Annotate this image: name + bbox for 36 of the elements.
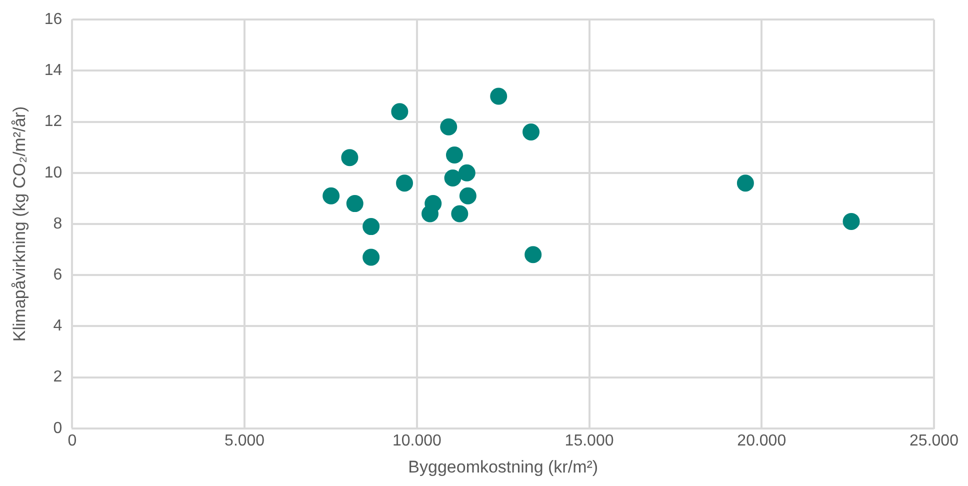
x-tick-label: 25.000	[910, 432, 959, 450]
y-tick-label: 10	[44, 164, 62, 182]
x-tick-label: 20.000	[737, 432, 786, 450]
point	[490, 88, 508, 105]
x-tick-label: 5.000	[224, 432, 265, 450]
point	[362, 248, 380, 266]
point	[522, 124, 540, 141]
y-tick-label: 4	[53, 318, 62, 335]
y-tick-label: 8	[53, 215, 62, 232]
point	[322, 187, 340, 204]
y-axis-title: Klimapåvirkning (kg CO₂/m²/år)	[10, 106, 29, 342]
point	[736, 174, 754, 192]
point	[444, 170, 462, 187]
point	[391, 103, 408, 120]
x-axis-title: Byggeomkostning (kr/m²)	[408, 457, 598, 476]
point	[451, 205, 468, 222]
point	[424, 195, 442, 212]
point	[458, 164, 476, 182]
y-tick-label: 16	[44, 11, 62, 28]
x-tick-label: 10.000	[392, 432, 442, 450]
y-tick-label: 12	[44, 113, 62, 130]
point	[440, 118, 458, 136]
x-tick-label: 0	[68, 432, 77, 450]
y-tick-label: 6	[53, 266, 62, 284]
y-tick-label: 0	[53, 420, 62, 437]
point	[396, 174, 414, 192]
point	[459, 187, 476, 204]
point	[446, 146, 463, 164]
point	[524, 246, 542, 264]
point	[346, 195, 364, 212]
y-tick-label: 14	[44, 62, 62, 80]
y-tick-label: 2	[53, 368, 62, 386]
point	[341, 149, 358, 166]
point	[362, 218, 380, 236]
point	[842, 212, 860, 230]
x-tick-label: 15.000	[564, 432, 614, 450]
